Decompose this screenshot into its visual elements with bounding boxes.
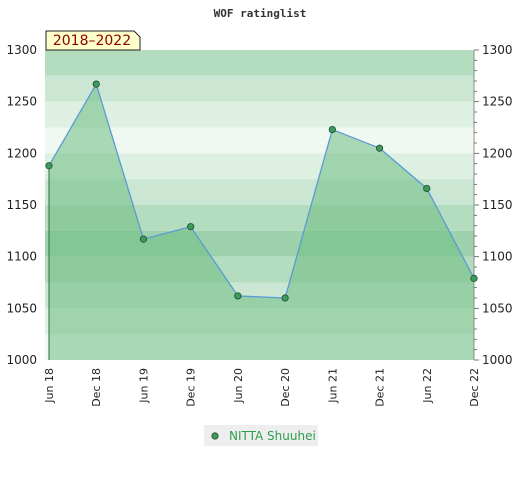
y-tick-label-right: 1000	[482, 353, 513, 367]
y-tick-label-right: 1200	[482, 146, 513, 160]
y-tick-label-right: 1250	[482, 95, 513, 109]
y-tick-label-right: 1100	[482, 250, 513, 264]
grid-band	[45, 50, 474, 76]
x-tick-label: Dec 18	[90, 368, 103, 407]
x-tick-label: Dec 22	[468, 368, 481, 407]
legend-marker	[211, 432, 219, 440]
x-tick-label: Jun 19	[137, 368, 150, 404]
period-badge-label: 2018–2022	[53, 33, 131, 49]
data-point[interactable]	[139, 235, 148, 243]
x-tick-label: Jun 22	[421, 368, 434, 404]
grid-band	[45, 75, 474, 102]
y-axis-left: 1000 1050 1100 1150 1200 1250 1300	[6, 43, 37, 367]
chart-title: WOF ratinglist	[214, 7, 307, 20]
data-point[interactable]	[234, 292, 242, 300]
y-tick-label-left: 1050	[6, 301, 37, 315]
x-axis: Jun 18 Dec 18 Jun 19 Dec 19 Jun 20 Dec 20 Jun …	[43, 368, 481, 407]
y-tick-label-right: 1300	[482, 43, 513, 57]
data-point[interactable]	[423, 184, 431, 193]
y-tick-label-left: 1200	[6, 146, 37, 160]
legend-label: NITTA Shuuhei	[229, 429, 316, 443]
series-area	[49, 84, 474, 360]
x-tick-label: Dec 19	[185, 368, 198, 407]
data-point[interactable]	[187, 223, 195, 231]
x-tick-label: Jun 18	[43, 368, 56, 404]
data-point[interactable]	[375, 144, 384, 152]
grid-band	[45, 101, 474, 128]
period-badge: 2018–2022	[45, 30, 141, 51]
y-tick-label-right: 1150	[482, 198, 513, 212]
y-tick-label-left: 1300	[6, 43, 37, 57]
series-line	[48, 82, 475, 299]
legend[interactable]: NITTA Shuuhei	[204, 425, 318, 446]
data-point[interactable]	[45, 162, 53, 170]
y-tick-label-left: 1000	[6, 353, 37, 367]
x-tick-label: Jun 21	[326, 368, 339, 404]
area-fill	[48, 82, 475, 360]
y-tick-label-right: 1050	[482, 301, 513, 315]
y-tick-label-left: 1250	[6, 95, 37, 109]
y-axis-right: 1000 1050 1100 1150 1200 1250 1300	[473, 43, 513, 367]
y-tick-label-left: 1150	[6, 198, 37, 212]
data-point[interactable]	[328, 125, 336, 134]
x-tick-label: Jun 20	[232, 368, 245, 404]
data-point[interactable]	[470, 274, 478, 282]
data-point[interactable]	[92, 80, 100, 88]
x-tick-label: Dec 20	[279, 368, 292, 407]
data-points	[45, 80, 478, 302]
y-tick-label-left: 1100	[6, 250, 37, 264]
x-tick-label: Dec 21	[374, 368, 387, 407]
data-point[interactable]	[281, 294, 289, 302]
